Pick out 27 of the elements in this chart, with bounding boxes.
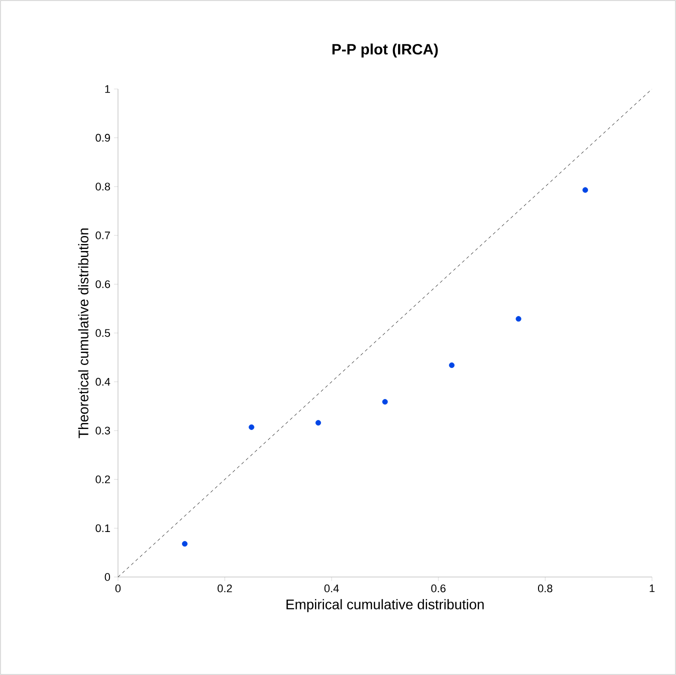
point: [315, 420, 322, 426]
point: [448, 362, 455, 368]
y-tick-label: 1: [105, 85, 110, 93]
point: [248, 424, 254, 430]
y-tick-label: 0: [104, 573, 110, 581]
y-tick-label: 0.4: [96, 378, 110, 386]
y-axis-title: Theoretical cumulative distribution: [78, 228, 88, 438]
x-tick-label: 0.4: [324, 584, 339, 592]
x-tick-label: 0.2: [218, 584, 232, 592]
x-tick-label: 0: [115, 584, 121, 592]
y-tick-label: 0.3: [96, 426, 110, 434]
point: [382, 399, 388, 405]
y-tick-label: 0.9: [96, 134, 110, 142]
y-tick-label: 0.6: [96, 280, 110, 288]
chart-title: P-P plot (IRCA): [332, 44, 438, 58]
x-tick-label: 1: [650, 584, 655, 592]
y-tick-label: 0.2: [96, 476, 110, 484]
y-tick-label: 0.1: [96, 524, 110, 532]
point: [582, 187, 588, 193]
x-tick-label: 0.6: [431, 584, 446, 592]
y-tick-label: 0.5: [96, 329, 110, 337]
x-tick-label: 0.8: [538, 584, 552, 592]
x-axis-title: Empirical cumulative distribution: [286, 599, 484, 612]
y-tick-label: 0.8: [96, 182, 110, 190]
point: [182, 541, 188, 547]
point: [516, 316, 522, 322]
y-tick-label: 0.7: [96, 232, 110, 240]
